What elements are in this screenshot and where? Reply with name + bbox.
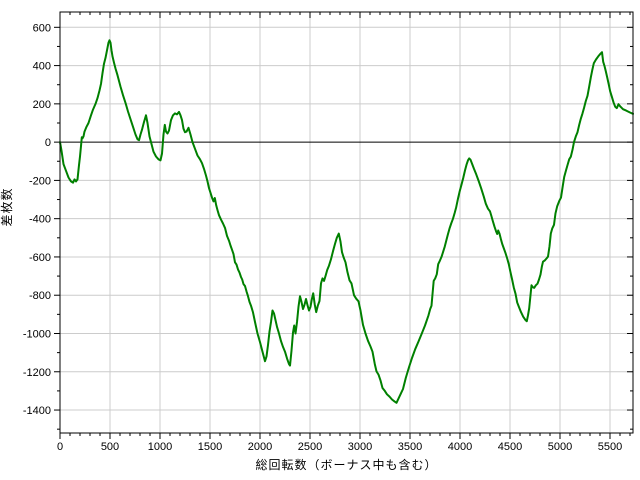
svg-text:0: 0 xyxy=(45,137,51,149)
svg-text:-600: -600 xyxy=(29,252,51,264)
svg-text:5000: 5000 xyxy=(548,441,572,453)
svg-text:-200: -200 xyxy=(29,175,51,187)
series-line xyxy=(59,39,634,404)
svg-text:5500: 5500 xyxy=(598,441,622,453)
svg-text:600: 600 xyxy=(33,22,51,34)
plot-border xyxy=(59,11,634,434)
y-axis-title: 差枚数 xyxy=(0,187,14,227)
svg-text:-800: -800 xyxy=(29,290,51,302)
x-axis-title: 総回転数（ボーナス中も含む） xyxy=(255,458,438,472)
axis-ticks xyxy=(54,12,633,439)
y-tick-labels: 600 400 200 0 -200 -400 -600 -800 -1000 -1200 -140… xyxy=(23,22,51,417)
svg-text:2500: 2500 xyxy=(298,441,322,453)
svg-text:200: 200 xyxy=(33,99,51,111)
svg-text:3500: 3500 xyxy=(398,441,422,453)
x-tick-labels: 0 500 1000 1500 2000 2500 3000 3500 4000 4500 5000… xyxy=(57,441,622,453)
svg-text:0: 0 xyxy=(57,441,63,453)
svg-text:4500: 4500 xyxy=(498,441,522,453)
svg-text:-1400: -1400 xyxy=(23,405,51,417)
svg-text:400: 400 xyxy=(33,61,51,73)
svg-text:-1000: -1000 xyxy=(23,328,51,340)
gridlines xyxy=(60,12,633,433)
svg-text:1500: 1500 xyxy=(198,441,222,453)
svg-text:-1200: -1200 xyxy=(23,367,51,379)
svg-text:3000: 3000 xyxy=(348,441,372,453)
svg-text:500: 500 xyxy=(101,441,119,453)
svg-text:2000: 2000 xyxy=(248,441,272,453)
svg-text:4000: 4000 xyxy=(448,441,472,453)
svg-text:-400: -400 xyxy=(29,214,51,226)
svg-text:1000: 1000 xyxy=(148,441,172,453)
